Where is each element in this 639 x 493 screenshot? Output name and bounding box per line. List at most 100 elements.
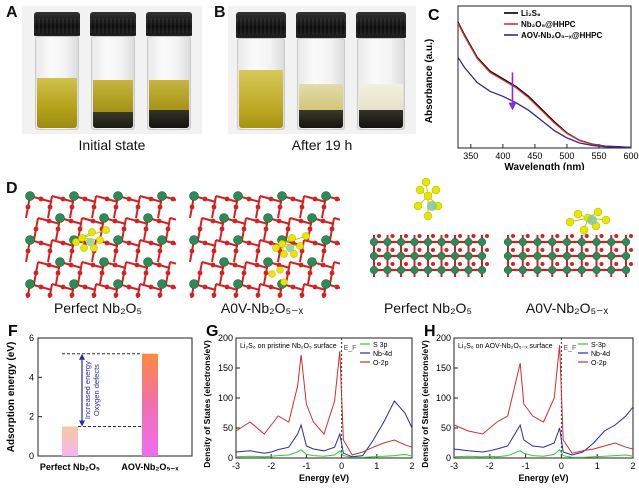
o-atom xyxy=(156,262,162,268)
nb-atom xyxy=(25,191,35,201)
o-atom xyxy=(135,292,141,298)
annotation-text: Oxygen defects xyxy=(92,364,101,416)
s-atom xyxy=(280,278,288,286)
o-atom xyxy=(232,218,238,224)
o-atom xyxy=(555,262,560,266)
o-atom xyxy=(55,270,61,276)
y-axis-label: Density of States (electrons/eV) xyxy=(420,340,430,468)
nb-atom xyxy=(450,265,460,275)
decrease-arrow-head xyxy=(508,102,517,111)
nb-atom xyxy=(577,251,586,261)
o-atom xyxy=(38,240,44,246)
o-atom xyxy=(68,262,74,268)
x-tick-label: -1 xyxy=(302,461,310,471)
o-atom xyxy=(126,240,132,246)
legend-label-o2p: O-2p xyxy=(373,360,389,367)
bar-2 xyxy=(142,353,158,456)
o-atom xyxy=(570,262,574,266)
o-atom xyxy=(90,262,96,268)
o-atom xyxy=(197,270,203,276)
structure-perfect-side xyxy=(366,178,490,296)
o-atom xyxy=(189,292,195,298)
nb-atom xyxy=(143,257,153,267)
dos-pristine-chart: G -3 -2 -1 0 1 2 0 50 100 150 200 Energy (eV) Density… xyxy=(202,323,415,483)
o-atom xyxy=(525,262,530,266)
o-atom xyxy=(254,262,260,268)
nb-atom xyxy=(99,213,109,223)
bond xyxy=(333,261,340,265)
li-atom xyxy=(587,215,597,225)
panel-label-c: C xyxy=(428,7,440,24)
o-atom xyxy=(511,248,515,252)
o-atom xyxy=(285,226,291,232)
o-atom xyxy=(570,248,574,252)
nb-atom xyxy=(369,265,379,275)
nb-atom xyxy=(592,251,601,261)
nb-atom xyxy=(477,237,487,247)
nb-atom xyxy=(548,251,557,261)
o-atom xyxy=(471,262,476,266)
uvvis-chart: C 350 400 450 500 550 600 Wavelength (nm) Absor… xyxy=(424,5,639,170)
x-tick-label: 2 xyxy=(630,461,635,471)
o-atom xyxy=(246,284,252,290)
o-atom xyxy=(47,292,53,298)
x-tick-label: -3 xyxy=(450,461,458,471)
nb-atom xyxy=(69,279,79,289)
s-atom xyxy=(290,250,298,258)
x-tick-label: 1 xyxy=(374,461,379,471)
energy-arrow-head-up xyxy=(79,353,85,360)
nb-atom xyxy=(321,279,331,289)
o-atom xyxy=(584,248,589,252)
o-atom xyxy=(77,226,83,232)
o-atom xyxy=(148,240,154,246)
energy-arrow-head-down xyxy=(79,420,85,427)
nb-atom xyxy=(607,265,616,275)
caption-perfect-nb2o5-d: Perfect Nb₂O₅ xyxy=(53,300,143,316)
o-atom xyxy=(241,226,247,232)
plot-frame xyxy=(457,5,632,149)
o-atom xyxy=(511,234,515,238)
o-atom xyxy=(444,234,449,238)
o-atom xyxy=(255,248,261,254)
nb-atom xyxy=(113,235,123,245)
nb-atom xyxy=(621,237,631,247)
o-atom xyxy=(540,248,545,252)
o-atom xyxy=(197,226,203,232)
o-atom xyxy=(485,262,489,266)
nb-atom xyxy=(464,265,473,275)
o-atom xyxy=(276,262,282,268)
o-atom xyxy=(210,262,216,268)
nb-atom xyxy=(548,237,557,247)
bond xyxy=(333,217,340,221)
o-atom xyxy=(458,262,462,266)
o-atom xyxy=(263,270,269,276)
bond xyxy=(169,217,176,221)
nb-atom xyxy=(396,265,406,275)
nb-atom xyxy=(423,251,433,261)
o-atom xyxy=(299,204,305,210)
o-atom xyxy=(312,196,318,202)
x-axis-label: Wavelength (nm) xyxy=(504,162,584,170)
nb-atom xyxy=(533,237,542,247)
s-atom xyxy=(415,185,425,195)
o-atom xyxy=(334,240,340,246)
o-atom xyxy=(60,240,66,246)
nb-atom xyxy=(577,237,586,247)
o-atom xyxy=(555,234,560,238)
o-atom xyxy=(329,226,335,232)
o-atom xyxy=(69,292,75,298)
nb-atom xyxy=(464,251,473,261)
o-atom xyxy=(170,284,176,290)
x-tick-label: 600 xyxy=(623,151,638,161)
fermi-label: E_F xyxy=(563,345,576,352)
o-atom xyxy=(126,196,132,202)
o-atom xyxy=(555,248,560,252)
o-atom xyxy=(104,240,110,246)
bond xyxy=(169,261,176,265)
x-category-label: Perfect Nb₂O₅ xyxy=(40,462,100,472)
o-atom xyxy=(525,234,530,238)
o-atom xyxy=(134,262,140,268)
o-atom xyxy=(431,248,435,252)
o-atom xyxy=(156,218,162,224)
x-tick-label: 0 xyxy=(559,461,564,471)
